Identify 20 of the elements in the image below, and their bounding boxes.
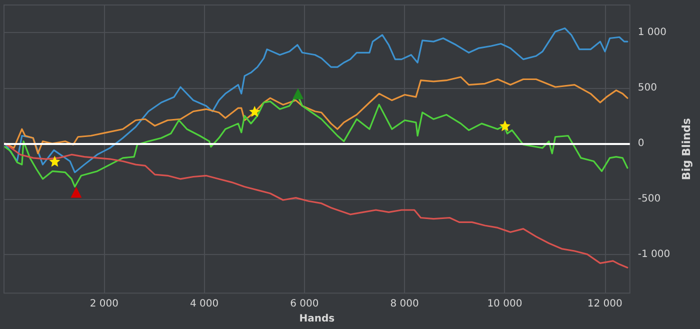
x-axis-title: Hands [299,314,335,324]
point [70,186,82,198]
y-tick-label: 0 [638,138,644,150]
point [249,106,260,117]
y-tick-label: 1 000 [638,27,667,38]
line-series [4,27,628,174]
x-tick-label: 8 000 [390,298,419,310]
point [292,88,304,100]
point [499,120,510,132]
y-tick-label: -500 [638,193,661,204]
line-series [4,142,628,268]
x-tick-label: 4 000 [190,298,219,310]
x-tick-label: 2 000 [90,298,118,310]
x-tick-label: 12 000 [587,298,622,310]
point [49,156,60,167]
y-tick-label: -1 000 [638,248,670,260]
x-tick-label: 10 000 [487,298,522,310]
x-tick-label: 6 000 [290,298,319,310]
y-tick-label: 500 [638,82,657,94]
y-axis-title: Big Blinds [680,118,693,180]
